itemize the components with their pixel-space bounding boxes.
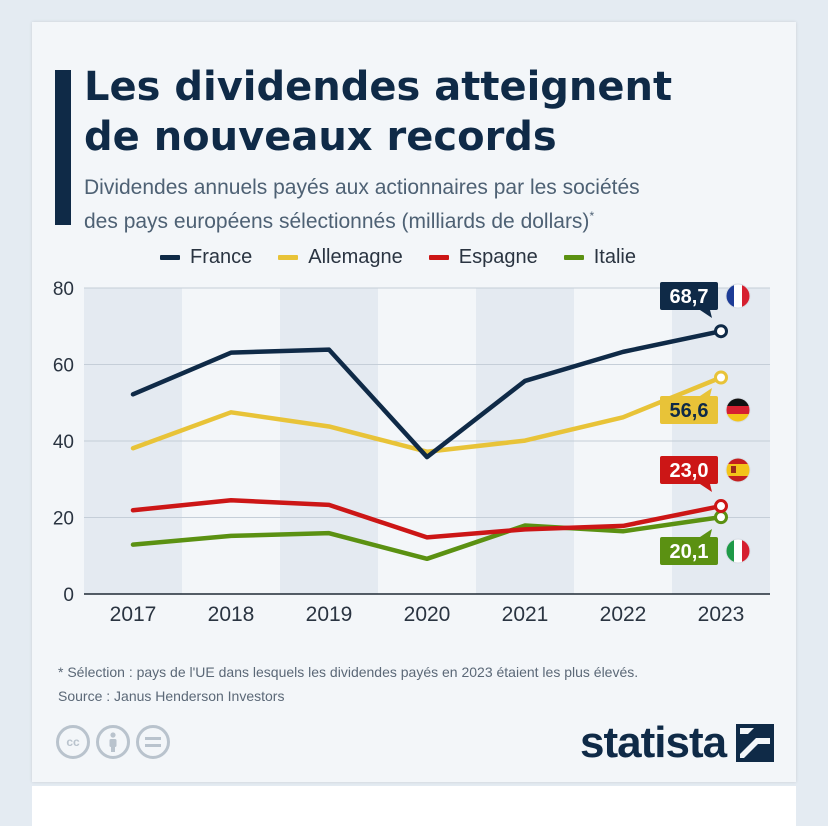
title-accent-bar <box>55 70 71 225</box>
flag-it-icon <box>726 539 750 563</box>
value-label-box <box>660 282 718 310</box>
y-tick-label: 0 <box>63 585 74 606</box>
x-tick-label: 2021 <box>502 603 549 626</box>
flag-border <box>725 538 751 564</box>
legend-label: Espagne <box>458 246 538 268</box>
flag-border <box>725 283 751 309</box>
x-tick-label: 2018 <box>208 603 255 626</box>
legend-swatch <box>278 255 299 260</box>
end-point-marker <box>714 324 728 339</box>
legend-item-allemagne: Allemagne <box>278 246 403 269</box>
y-tick-label: 40 <box>53 432 74 453</box>
series-line-espagne <box>130 498 724 540</box>
series-line-italie <box>130 514 724 562</box>
license-icons: cc <box>56 725 176 759</box>
end-point-marker <box>714 499 728 514</box>
x-tick-label: 2022 <box>600 603 647 626</box>
subtitle-line-2: des pays européens sélectionnés (milliar… <box>84 210 590 233</box>
subtitle-line-1: Dividendes annuels payés aux actionnaire… <box>84 176 640 199</box>
chart-title: Les dividendes atteignent de nouveaux re… <box>84 62 784 162</box>
line-chart: 0 20 40 60 80 2017 2018 2019 2020 2021 2022 2023 68,… <box>53 279 770 626</box>
selection-note: * Sélection : pays de l'UE dans lesquels… <box>58 664 639 680</box>
value-label-box <box>660 396 718 424</box>
end-point-marker <box>714 370 728 385</box>
brand-name: statista <box>580 718 727 767</box>
legend-swatch <box>160 255 180 260</box>
x-tick-label: 2019 <box>306 603 353 626</box>
value-label-box <box>660 537 718 565</box>
flag-border <box>725 457 751 483</box>
legend-item-espagne: Espagne <box>428 246 538 269</box>
flag-border <box>725 397 751 423</box>
x-tick-label: 2017 <box>110 603 157 626</box>
legend-swatch <box>563 255 584 260</box>
flag-de-icon <box>726 398 750 422</box>
y-tick-label: 80 <box>53 279 74 300</box>
chart-footnotes: * Sélection : pays de l'UE dans lesquels… <box>58 660 778 708</box>
x-tick-label: 2020 <box>404 603 451 626</box>
title-line-1: Les dividendes atteignent <box>84 64 673 110</box>
value-label-pointer <box>700 484 712 492</box>
value-label-box <box>660 456 718 484</box>
legend-item-france: France <box>160 246 252 269</box>
y-tick-label: 20 <box>53 509 74 530</box>
x-tick-label: 2023 <box>698 603 745 626</box>
legend-label: Allemagne <box>308 246 403 268</box>
by-person-icon[interactable] <box>96 725 130 759</box>
value-label: 20,1 <box>670 541 709 563</box>
source-note: Source : Janus Henderson Investors <box>58 688 285 704</box>
statista-mark-icon <box>736 724 775 762</box>
value-label: 56,6 <box>670 400 709 422</box>
statista-logo[interactable]: statista <box>580 718 775 768</box>
flag-es-icon <box>726 458 750 482</box>
cc-icon[interactable]: cc <box>56 725 90 759</box>
value-label: 68,7 <box>670 286 709 308</box>
value-label-pointer <box>700 529 712 537</box>
legend-label: Italie <box>593 246 636 268</box>
legend-label: France <box>190 246 253 268</box>
end-point-marker <box>714 510 728 525</box>
subtitle-footnote-mark: * <box>589 209 595 223</box>
nd-equals-icon[interactable] <box>136 725 170 759</box>
value-label-pointer <box>700 310 712 318</box>
value-label-pointer <box>700 388 712 396</box>
y-tick-label: 60 <box>53 356 74 377</box>
flag-fr-icon <box>726 284 750 308</box>
chart-legend: France Allemagne Espagne Italie <box>160 246 662 269</box>
series-line-france <box>130 328 724 460</box>
card-bottom-strip <box>32 786 796 826</box>
value-label: 23,0 <box>670 460 709 482</box>
chart-subtitle: Dividendes annuels payés aux actionnaire… <box>84 174 784 236</box>
series-line-allemagne <box>130 375 724 454</box>
legend-item-italie: Italie <box>563 246 636 269</box>
title-line-2: de nouveaux records <box>84 114 557 160</box>
legend-swatch <box>428 255 449 260</box>
